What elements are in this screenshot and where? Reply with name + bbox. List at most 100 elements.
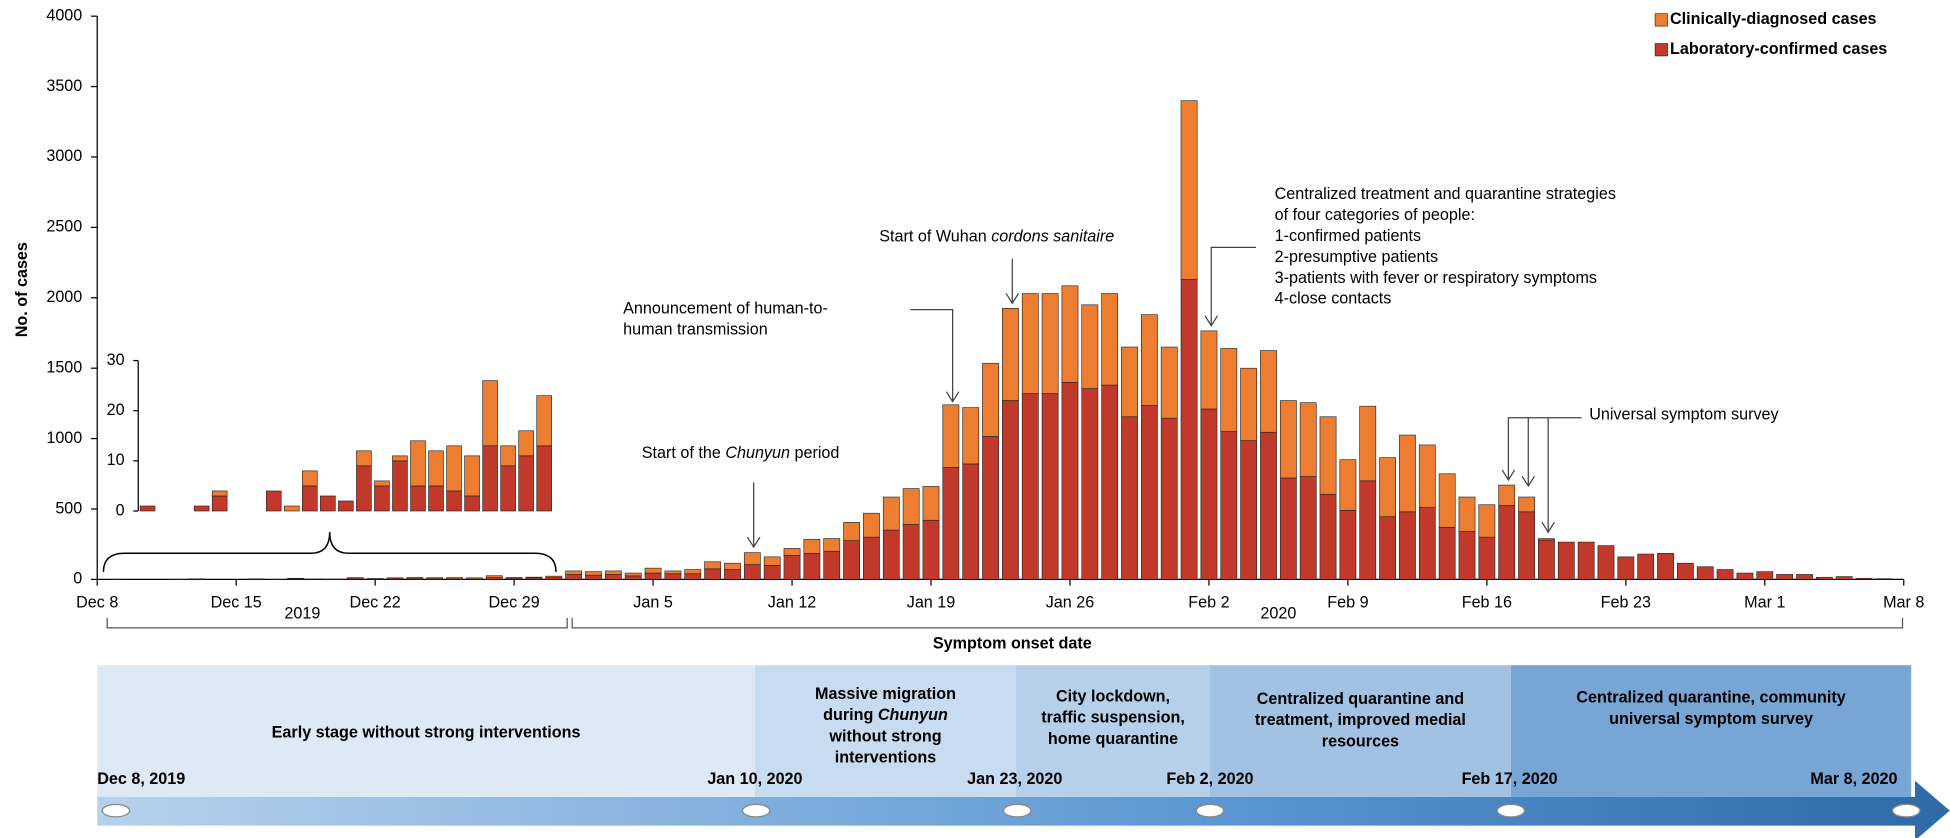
annotation: Centralized treatment and quarantine str…	[1275, 185, 1616, 203]
bar	[1518, 496, 1535, 513]
annotation-part: Centralized treatment and quarantine str…	[1275, 185, 1616, 203]
x-tick-label: Jan 19	[907, 593, 956, 611]
bar	[505, 577, 523, 579]
bar	[704, 568, 722, 580]
bar	[902, 524, 920, 580]
x-tick-label: Feb 2	[1188, 593, 1229, 611]
bar	[644, 572, 662, 580]
annotation-part: of four categories of people:	[1275, 206, 1475, 224]
bar	[1696, 566, 1714, 580]
milestone-date: Mar 8, 2020	[1810, 770, 1897, 788]
bar	[1180, 279, 1198, 580]
bar	[1399, 434, 1416, 513]
annotation: Announcement of human-to-	[623, 300, 828, 318]
x-tick-label: Jan 5	[633, 593, 673, 611]
bar	[743, 564, 761, 580]
phase-label: traffic suspension,	[1041, 709, 1185, 727]
y-tick-label: 4000	[46, 6, 82, 24]
year-bracket	[571, 617, 1904, 629]
bar	[1101, 293, 1119, 386]
milestone-date: Feb 2, 2020	[1166, 770, 1253, 788]
legend-label: Laboratory-confirmed cases	[1670, 40, 1887, 58]
inset-bar	[302, 470, 318, 487]
bar	[823, 550, 841, 580]
bar	[1121, 346, 1138, 418]
bar	[1617, 556, 1635, 580]
bar	[1140, 405, 1158, 580]
bar	[704, 561, 722, 570]
inset-brace	[102, 532, 557, 572]
phase-label-part: Massive migration	[815, 685, 956, 703]
bar	[1081, 388, 1099, 580]
x-tick-label: Feb 16	[1462, 593, 1512, 611]
inset-bar	[139, 505, 156, 512]
bar	[1875, 578, 1893, 580]
bar	[843, 522, 860, 541]
bar	[565, 570, 583, 575]
bar	[783, 555, 801, 580]
inset-bar	[500, 445, 516, 467]
bar	[1260, 431, 1277, 580]
bar	[1002, 400, 1019, 580]
bar	[1002, 308, 1019, 401]
bar	[1021, 393, 1039, 580]
bar	[1855, 577, 1873, 580]
bar	[1478, 504, 1496, 538]
inset-y-tick-label: 10	[107, 451, 125, 469]
bar	[803, 538, 821, 554]
bar	[962, 463, 980, 580]
bar	[1538, 539, 1555, 580]
inset-bar	[428, 450, 444, 487]
bar	[684, 569, 702, 575]
x-axis-title: Symptom onset date	[933, 634, 1092, 652]
bar	[982, 362, 999, 437]
phase-label: during Chunyun	[823, 706, 948, 724]
bar	[1299, 402, 1317, 477]
milestone-marker	[1891, 803, 1921, 818]
bar	[664, 570, 682, 575]
phase-label: Centralized quarantine and	[1257, 690, 1464, 708]
annotation-part: cordons sanitaire	[991, 228, 1114, 246]
annotation-part: Start of the	[642, 444, 726, 462]
inset-bar	[536, 395, 552, 447]
bar	[1319, 493, 1337, 580]
inset-bar	[464, 455, 480, 497]
bar	[1637, 553, 1655, 580]
bar	[1240, 367, 1258, 442]
inset-bar	[518, 430, 534, 457]
inset-bar	[518, 455, 534, 512]
bar	[823, 538, 841, 552]
y-tick-label: 2500	[46, 218, 82, 236]
phase-panel	[1016, 665, 1210, 797]
annotation-part: 3-patients with fever or respiratory sym…	[1275, 269, 1597, 287]
legend-swatch	[1654, 13, 1668, 27]
bar	[1657, 553, 1674, 580]
x-tick-label: Mar 8	[1883, 593, 1924, 611]
inset-bar	[356, 465, 372, 512]
annotation: Universal symptom survey	[1589, 406, 1779, 424]
bar	[724, 569, 741, 580]
bar	[1776, 574, 1794, 580]
annotation: Start of Wuhan cordons sanitaire	[879, 228, 1114, 246]
bar	[604, 570, 622, 575]
legend-swatch	[1654, 43, 1668, 57]
milestone-date: Jan 10, 2020	[707, 770, 802, 788]
inset-y-tick-label: 30	[107, 351, 125, 369]
bar	[1458, 496, 1476, 532]
x-tick-label: Feb 9	[1327, 593, 1368, 611]
inset-y-tick-label: 20	[107, 401, 125, 419]
bar	[426, 577, 444, 579]
y-tick-label: 0	[73, 570, 82, 588]
annotation-part: 2-presumptive patients	[1275, 248, 1438, 266]
bar	[1597, 545, 1615, 580]
phase-panel	[97, 665, 755, 797]
bar	[743, 552, 761, 565]
x-tick-label: Dec 15	[211, 593, 262, 611]
y-tick-label: 1500	[46, 358, 82, 376]
bar	[1716, 569, 1734, 580]
bar	[1200, 330, 1218, 410]
inset-bar	[356, 450, 372, 467]
phase-label: resources	[1322, 733, 1399, 751]
inset-bar	[374, 480, 390, 487]
